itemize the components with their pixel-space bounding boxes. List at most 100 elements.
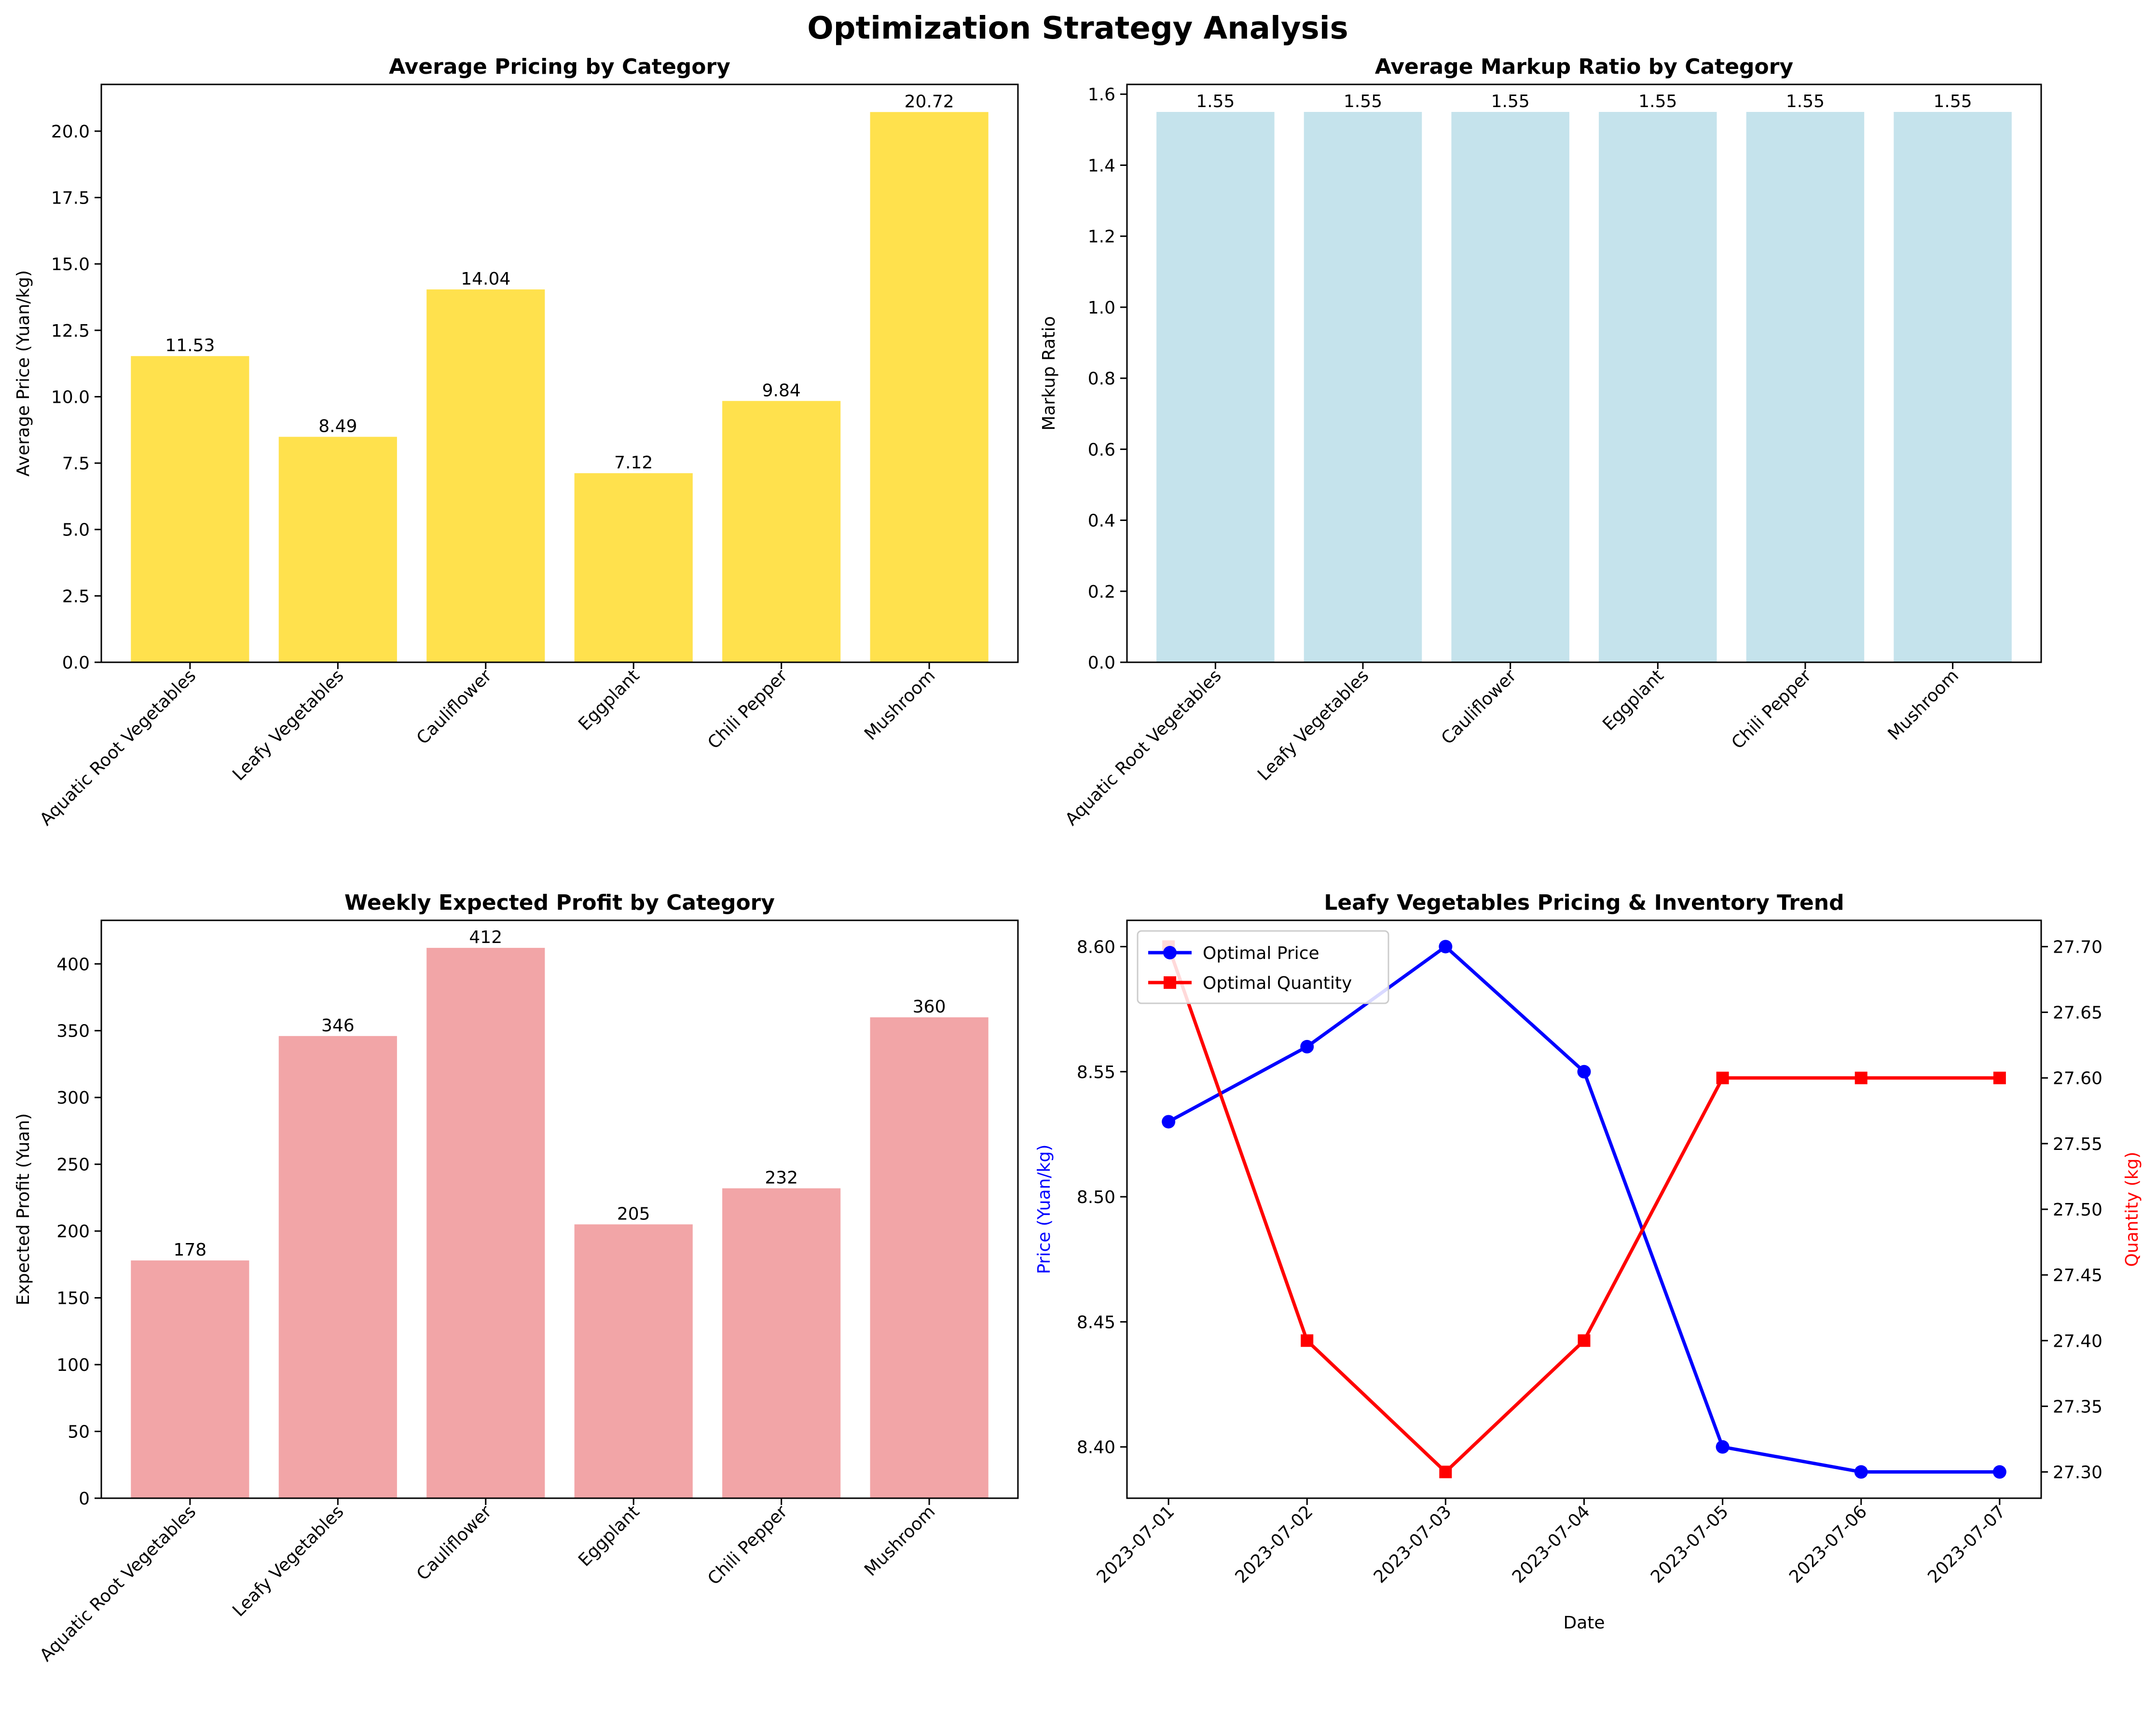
y-tick-label-2: 5.0 xyxy=(62,520,90,540)
series-0-point-3 xyxy=(1577,1065,1591,1079)
y-tick-label-1: 0.2 xyxy=(1088,582,1115,602)
series-1-point-5 xyxy=(1854,1071,1868,1084)
bar-value-label-1: 1.55 xyxy=(1344,92,1382,111)
y-tick-label-3: 150 xyxy=(56,1289,90,1309)
bar-2 xyxy=(1451,112,1569,663)
legend-label-0: Optimal Price xyxy=(1203,943,1319,963)
series-1-point-6 xyxy=(1993,1071,2006,1084)
bar-value-label-2: 412 xyxy=(469,928,502,947)
bar-2 xyxy=(426,289,545,662)
series-0-point-5 xyxy=(1854,1465,1868,1479)
series-1-point-4 xyxy=(1716,1071,1729,1084)
bar-value-label-3: 1.55 xyxy=(1638,92,1677,111)
y2-tick-label-0: 27.30 xyxy=(2053,1463,2102,1483)
y2-tick-label-1: 27.35 xyxy=(2053,1397,2102,1417)
bar-0 xyxy=(131,356,249,662)
chart-2: 178 346 412 205 232 360 0 50 100 150 200 250 300 350 4… xyxy=(14,890,1019,1666)
y-tick-label-3: 8.55 xyxy=(1077,1063,1115,1082)
legend-marker-1 xyxy=(1164,976,1176,989)
figure-title: Optimization Strategy Analysis xyxy=(807,11,1348,46)
y2-tick-label-7: 27.65 xyxy=(2053,1003,2102,1023)
bar-1 xyxy=(278,437,397,662)
bar-value-label-0: 1.55 xyxy=(1196,92,1235,111)
plot-frame xyxy=(100,919,1019,1499)
y-tick-label-7: 350 xyxy=(56,1022,90,1041)
y-tick-label-5: 1.0 xyxy=(1088,298,1115,318)
plot-frame xyxy=(1126,83,2042,663)
y-tick-label-1: 50 xyxy=(68,1422,90,1442)
y-tick-label-3: 0.6 xyxy=(1088,440,1115,460)
bar-value-label-5: 20.72 xyxy=(905,92,954,111)
y-tick-label-0: 0.0 xyxy=(1088,653,1115,673)
y-tick-label-8: 400 xyxy=(56,955,90,974)
bar-value-label-1: 346 xyxy=(321,1016,355,1036)
y-axis-label: Average Price (Yuan/kg) xyxy=(14,270,33,477)
bar-value-label-1: 8.49 xyxy=(318,417,357,437)
y2-tick-label-3: 27.45 xyxy=(2053,1266,2102,1285)
y-tick-label-4: 10.0 xyxy=(51,387,90,407)
y-tick-label-6: 1.2 xyxy=(1088,227,1115,247)
y2-axis-label: Quantity (kg) xyxy=(2122,1152,2142,1267)
y-tick-label-0: 0 xyxy=(79,1489,90,1509)
y-tick-label-1: 2.5 xyxy=(62,587,90,606)
bar-value-label-4: 232 xyxy=(765,1168,798,1188)
legend-box xyxy=(1137,930,1389,1004)
y-tick-label-4: 200 xyxy=(56,1222,90,1242)
chart-title: Average Markup Ratio by Category xyxy=(1375,55,1793,79)
legend: Optimal Price Optimal Quantity xyxy=(1137,930,1389,1004)
y-tick-label-4: 8.60 xyxy=(1077,937,1115,957)
bar-2 xyxy=(426,948,545,1498)
y-axis-label: Price (Yuan/kg) xyxy=(1034,1145,1054,1274)
y-axis-label: Expected Profit (Yuan) xyxy=(14,1113,33,1305)
y-tick-label-1: 8.45 xyxy=(1077,1313,1115,1332)
y2-tick-label-8: 27.70 xyxy=(2053,937,2102,957)
bar-value-label-0: 178 xyxy=(174,1240,207,1260)
series-0-point-4 xyxy=(1716,1440,1730,1454)
y-tick-label-2: 8.50 xyxy=(1077,1188,1115,1207)
y-axis-label: Markup Ratio xyxy=(1039,316,1059,430)
y-tick-label-4: 0.8 xyxy=(1088,369,1115,389)
bar-0 xyxy=(131,1260,249,1498)
bar-3 xyxy=(574,1224,693,1498)
chart-title: Leafy Vegetables Pricing & Inventory Tre… xyxy=(1324,890,1844,915)
chart-title: Average Pricing by Category xyxy=(389,55,730,79)
y2-tick-label-5: 27.55 xyxy=(2053,1135,2102,1154)
series-0-point-6 xyxy=(1992,1465,2006,1479)
series-0-point-0 xyxy=(1162,1115,1176,1129)
bar-value-label-4: 1.55 xyxy=(1786,92,1825,111)
series-1-point-1 xyxy=(1301,1334,1314,1347)
y-tick-label-5: 12.5 xyxy=(51,321,90,341)
y-tick-label-0: 0.0 xyxy=(62,653,90,673)
bar-0 xyxy=(1156,112,1275,663)
y2-tick-label-2: 27.40 xyxy=(2053,1331,2102,1351)
bar-5 xyxy=(870,1017,989,1498)
series-0-point-1 xyxy=(1300,1039,1314,1053)
bar-3 xyxy=(1599,112,1717,663)
y-tick-label-8: 1.6 xyxy=(1088,85,1115,105)
bar-value-label-5: 1.55 xyxy=(1934,92,1972,111)
plot-frame xyxy=(100,83,1019,663)
y-tick-label-7: 1.4 xyxy=(1088,156,1115,176)
bar-value-label-5: 360 xyxy=(913,997,946,1017)
y2-tick-label-6: 27.60 xyxy=(2053,1069,2102,1089)
bar-value-label-0: 11.53 xyxy=(165,336,215,355)
bar-4 xyxy=(1746,112,1865,663)
bar-1 xyxy=(1304,112,1422,663)
y-tick-label-7: 17.5 xyxy=(51,189,90,208)
legend-label-1: Optimal Quantity xyxy=(1203,973,1352,993)
bar-3 xyxy=(574,473,693,662)
bar-value-label-3: 7.12 xyxy=(614,453,653,473)
legend-marker-0 xyxy=(1163,946,1177,959)
y-tick-label-8: 20.0 xyxy=(51,122,90,142)
bar-value-label-4: 9.84 xyxy=(762,381,801,400)
bar-4 xyxy=(722,401,841,662)
bar-value-label-3: 205 xyxy=(617,1204,650,1224)
chart-title: Weekly Expected Profit by Category xyxy=(344,890,775,915)
series-0-point-2 xyxy=(1439,940,1453,954)
chart-1: 1.55 1.55 1.55 1.55 1.55 1.55 0.0 0.2 0.4 0.6 0.8 1… xyxy=(1039,55,2042,830)
chart-0: 11.53 8.49 14.04 7.12 9.84 20.72 0.0 2.5 5.0 7.5 1… xyxy=(14,55,1019,830)
y-tick-label-6: 15.0 xyxy=(51,255,90,274)
y-tick-label-6: 300 xyxy=(56,1088,90,1108)
y-tick-label-5: 250 xyxy=(56,1155,90,1175)
series-1-point-2 xyxy=(1439,1465,1452,1478)
